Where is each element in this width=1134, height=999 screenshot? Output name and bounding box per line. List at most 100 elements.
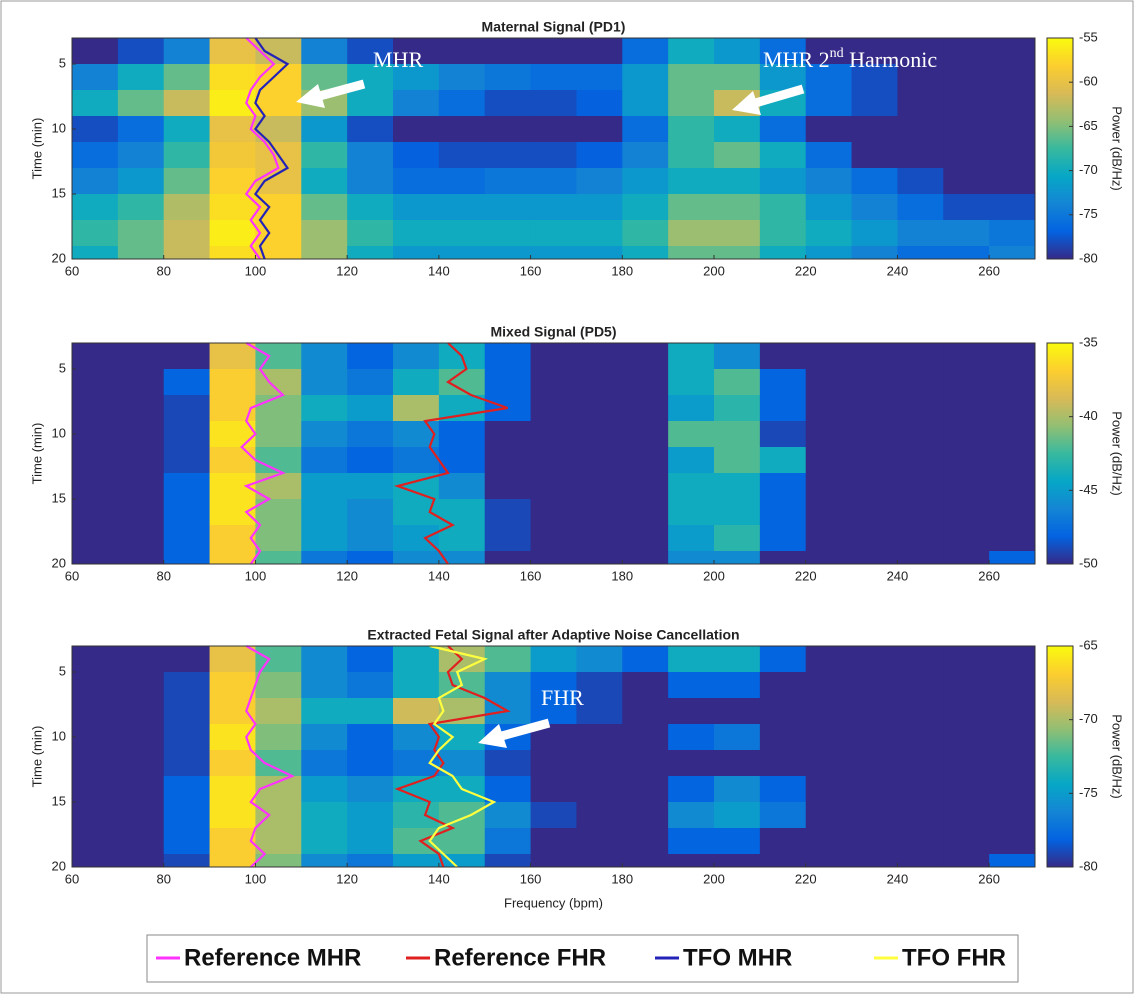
y-tick-label: 10 xyxy=(52,728,66,743)
heat-cell xyxy=(438,142,486,169)
x-tick-label: 140 xyxy=(428,263,450,278)
y-tick-label: 15 xyxy=(52,793,66,808)
colorbar-tick-label: -65 xyxy=(1079,637,1098,652)
heat-cell xyxy=(714,64,761,91)
heat-cell xyxy=(484,672,532,699)
heat-cell xyxy=(989,116,1036,143)
heat-cell xyxy=(484,369,532,396)
heat-cell xyxy=(117,142,165,169)
heat-cell xyxy=(989,220,1036,247)
heat-cell xyxy=(72,802,119,829)
heat-cell xyxy=(805,64,853,91)
heat-cell xyxy=(72,220,119,247)
heat-cell xyxy=(989,369,1036,396)
x-axis-label: Frequency (bpm) xyxy=(504,895,603,910)
heat-cell xyxy=(714,168,761,195)
heat-cell xyxy=(117,776,165,803)
heat-cell xyxy=(438,246,486,260)
heat-cell xyxy=(851,551,898,565)
heat-cell xyxy=(622,90,669,117)
heat-cell xyxy=(897,38,944,65)
heat-cell xyxy=(255,698,302,725)
x-tick-label: 260 xyxy=(978,263,1000,278)
heat-cell xyxy=(668,802,715,829)
heat-cell xyxy=(851,776,898,803)
panel-title: Maternal Signal (PD1) xyxy=(482,19,626,35)
heat-cell xyxy=(576,395,623,422)
heat-cell xyxy=(72,672,119,699)
heat-cell xyxy=(668,116,715,143)
heat-cell xyxy=(759,38,807,65)
heat-cell xyxy=(117,194,165,221)
heat-cell xyxy=(347,90,394,117)
heat-cell xyxy=(622,220,669,247)
heat-cell xyxy=(530,802,577,829)
annotation-part: Harmonic xyxy=(844,47,938,72)
heat-cell xyxy=(484,116,532,143)
x-tick-label: 260 xyxy=(978,568,1000,583)
heat-cell xyxy=(484,750,532,777)
colorbar-tick-label: -75 xyxy=(1079,206,1098,221)
colorbar-tick-label: -55 xyxy=(1079,29,1098,44)
heat-cell xyxy=(209,116,256,143)
legend-label: TFO FHR xyxy=(902,944,1006,971)
heat-cell xyxy=(484,447,532,474)
heat-cell xyxy=(668,246,715,260)
heat-cell xyxy=(530,64,577,91)
heat-cell xyxy=(117,369,165,396)
heat-cell xyxy=(163,854,211,868)
colorbar xyxy=(1046,37,1074,260)
heat-cell xyxy=(301,343,348,370)
heat-cell xyxy=(117,854,165,868)
heat-cell xyxy=(805,525,853,552)
heat-cell xyxy=(255,854,302,868)
heat-cell xyxy=(209,776,256,803)
heat-cell xyxy=(897,551,944,565)
heat-cell xyxy=(209,854,256,868)
heat-cell xyxy=(805,802,853,829)
heat-cell xyxy=(255,750,302,777)
heat-cell xyxy=(576,724,623,751)
heat-cell xyxy=(393,116,440,143)
x-tick-label: 80 xyxy=(156,871,170,886)
heat-cell xyxy=(897,802,944,829)
heat-cell xyxy=(163,220,211,247)
heat-cell xyxy=(714,499,761,526)
heat-cell xyxy=(72,447,119,474)
heat-cell xyxy=(622,168,669,195)
heat-cell xyxy=(530,698,577,725)
series-line xyxy=(394,645,511,868)
colorbar-label: Power (dB/Hz) xyxy=(1110,106,1125,191)
heat-cell xyxy=(163,38,211,65)
heat-cell xyxy=(530,551,577,565)
heat-cell xyxy=(530,142,577,169)
heat-cell xyxy=(530,828,577,855)
heat-cell xyxy=(72,750,119,777)
heat-cell xyxy=(576,551,623,565)
heat-cell xyxy=(622,750,669,777)
x-tick-label: 120 xyxy=(336,871,358,886)
heat-cell xyxy=(255,116,302,143)
heat-cell xyxy=(943,551,990,565)
heat-cell xyxy=(301,194,348,221)
heat-cell xyxy=(622,698,669,725)
heat-cell xyxy=(576,369,623,396)
heat-cell xyxy=(72,421,119,448)
heat-cell xyxy=(393,395,440,422)
heat-cell xyxy=(897,698,944,725)
plot-frame xyxy=(71,37,1036,260)
heat-cell xyxy=(438,220,486,247)
heat-cell xyxy=(714,672,761,699)
heat-cell xyxy=(347,220,394,247)
heat-cell xyxy=(530,750,577,777)
heat-cell xyxy=(897,116,944,143)
heat-cell xyxy=(72,698,119,725)
heat-cell xyxy=(255,551,302,565)
heat-cell xyxy=(301,116,348,143)
heat-cell xyxy=(622,142,669,169)
heat-cell xyxy=(576,672,623,699)
heat-cell xyxy=(393,698,440,725)
heat-cell xyxy=(301,421,348,448)
heat-cell xyxy=(393,194,440,221)
heat-cell xyxy=(897,828,944,855)
